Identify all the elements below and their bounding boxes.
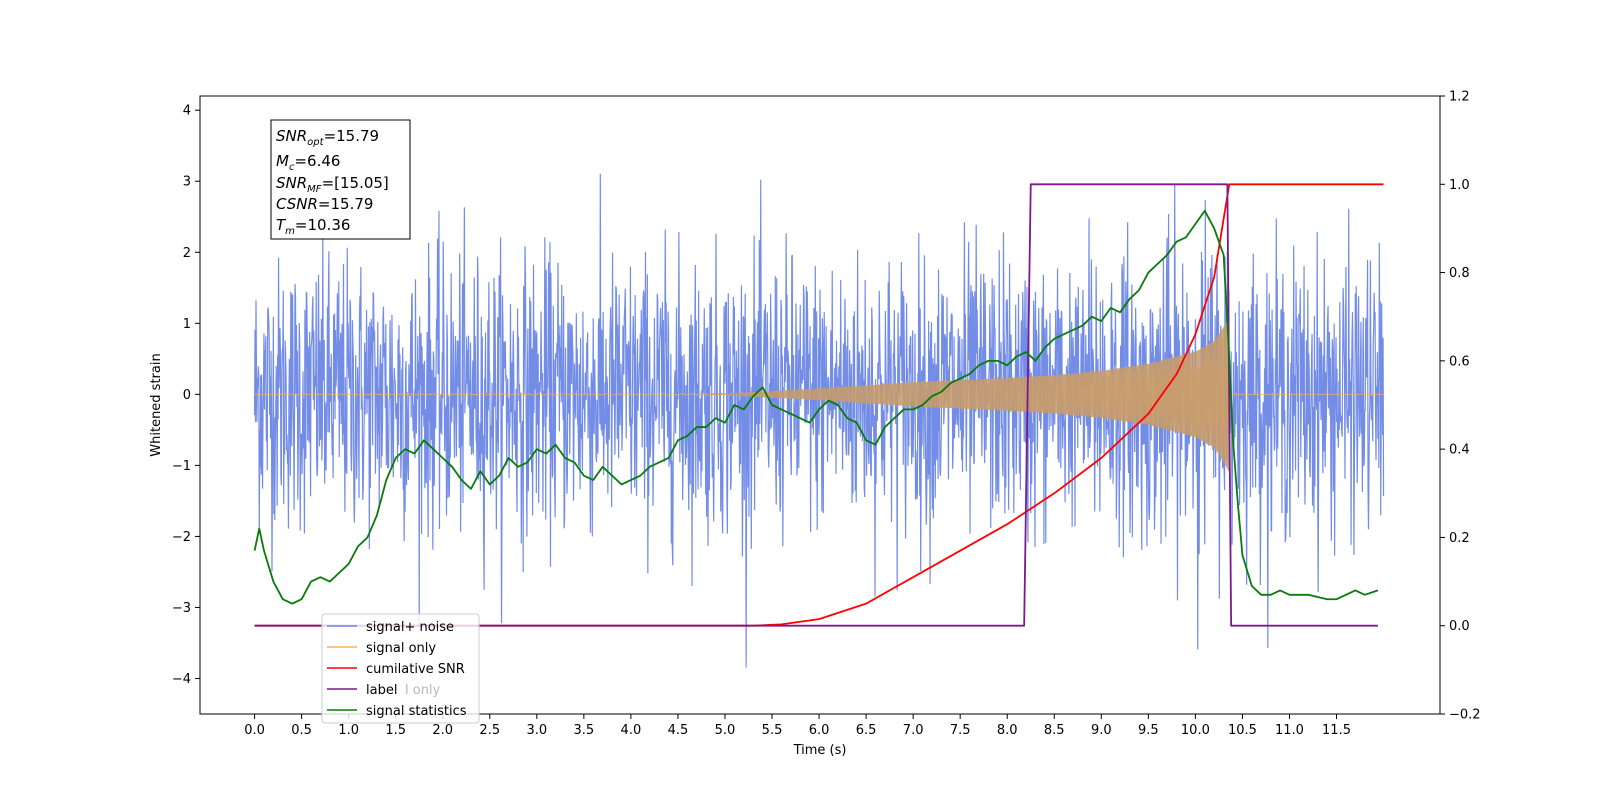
x-tick-label: 6.0 (809, 723, 830, 738)
left-y-tick-label: 3 (183, 175, 191, 190)
series-cumulative-snr-line (254, 183, 1384, 627)
legend-label-cumulative-snr: cumilative SNR (366, 662, 465, 677)
x-axis-label: Time (s) (793, 743, 847, 758)
info-line-mc-main: M (276, 152, 289, 170)
x-tick-label: 0.0 (244, 723, 265, 738)
series-signal-noise-line (253, 173, 1385, 668)
x-tick-label: 8.0 (997, 723, 1018, 738)
right-y-tick-label: 0.8 (1449, 266, 1470, 281)
right-y-tick-label: 1.0 (1449, 178, 1470, 193)
x-tick-label: 11.0 (1275, 723, 1304, 738)
x-tick-label: 8.5 (1044, 723, 1065, 738)
info-line-snr-mf: SNRMF=[15.05] (276, 174, 389, 195)
right-y-tick-label: −0.2 (1449, 708, 1481, 723)
x-tick-label: 1.0 (338, 723, 359, 738)
x-tick-label: 2.0 (432, 723, 453, 738)
x-tick-label: 11.5 (1322, 723, 1351, 738)
info-box-frame (270, 119, 411, 240)
right-y-tick-label: 0.0 (1449, 619, 1470, 634)
left-y-tick-label: −2 (172, 530, 191, 545)
info-line-mc-sub: c (289, 162, 295, 173)
left-y-tick-label: 1 (183, 317, 191, 332)
x-tick-label: 9.5 (1138, 723, 1159, 738)
right-y-tick-label: 0.4 (1449, 443, 1470, 458)
plot-frame (199, 95, 1441, 715)
x-tick-label: 7.5 (950, 723, 971, 738)
x-tick-label: 1.5 (385, 723, 406, 738)
legend-frame (321, 613, 480, 724)
x-tick-label: 10.0 (1181, 723, 1210, 738)
info-line-csnr-main: CSNR (276, 195, 318, 213)
left-y-tick-label: −3 (172, 601, 191, 616)
x-tick-label: 4.0 (621, 723, 642, 738)
info-line-snr-opt-sub: opt (307, 137, 324, 148)
right-y-axis: −0.2 0.0 0.2 0.4 0.6 0.8 1.0 1.2 (1440, 90, 1481, 723)
left-y-tick-label: −1 (172, 459, 191, 474)
info-line-tm-value: =10.36 (295, 216, 351, 234)
info-line-tm-main: T (276, 216, 287, 234)
info-line-snr-opt-main: SNR (276, 127, 307, 145)
info-line-snr-mf-value: =[15.05] (322, 174, 389, 192)
legend-overlap-ghost-text: l only (405, 683, 441, 698)
info-line-mc-value: =6.46 (294, 152, 340, 170)
legend-label-label: label (366, 683, 397, 698)
info-line-snr-opt: SNRopt=15.79 (276, 127, 379, 148)
legend-label-signal-noise: signal+ noise (366, 620, 454, 635)
info-box: SNRopt=15.79 Mc=6.46 SNRMF=[15.05] CSNR=… (270, 119, 411, 240)
x-tick-label: 2.5 (479, 723, 500, 738)
x-tick-label: 10.5 (1228, 723, 1257, 738)
legend: signal+ noise signal only cumilative SNR… (321, 613, 480, 724)
info-line-snr-opt-value: =15.79 (324, 127, 380, 145)
legend-label-signal-only: signal only (366, 641, 436, 656)
left-y-tick-label: 2 (183, 246, 191, 261)
x-tick-label: 3.0 (526, 723, 547, 738)
right-y-tick-label: 0.2 (1449, 531, 1470, 546)
info-line-snr-mf-sub: MF (307, 184, 322, 195)
info-line-csnr: CSNR=15.79 (276, 195, 373, 213)
series-signal-statistics-line (253, 209, 1379, 605)
x-tick-label: 5.5 (762, 723, 783, 738)
left-y-tick-label: 4 (183, 104, 191, 119)
right-y-tick-label: 0.6 (1449, 354, 1470, 369)
left-y-tick-label: −4 (172, 672, 191, 687)
x-tick-label: 5.0 (715, 723, 736, 738)
legend-label-signal-statistics: signal statistics (366, 704, 467, 719)
info-line-tm-sub: m (285, 226, 295, 237)
left-y-axis: −4 −3 −2 −1 0 1 2 3 4 (172, 104, 200, 687)
info-line-csnr-value: =15.79 (318, 195, 374, 213)
info-line-snr-mf-main: SNR (276, 174, 307, 192)
x-tick-label: 6.5 (856, 723, 877, 738)
info-line-mc: Mc=6.46 (276, 152, 340, 173)
x-tick-label: 9.0 (1091, 723, 1112, 738)
x-tick-label: 3.5 (574, 723, 595, 738)
plot-area (253, 173, 1385, 668)
right-y-tick-label: 1.2 (1449, 90, 1470, 105)
x-tick-label: 7.0 (903, 723, 924, 738)
x-axis: 0.0 0.5 1.0 1.5 2.0 2.5 3.0 3.5 4.0 4.5 5.0 5.5 6.0 6… (244, 714, 1351, 738)
info-line-tm: Tm=10.36 (276, 216, 350, 237)
left-y-tick-label: 0 (183, 388, 191, 403)
y-axis-label: Whitened strain (149, 353, 164, 456)
x-tick-label: 4.5 (668, 723, 689, 738)
series-label-line (254, 183, 1378, 627)
x-tick-label: 0.5 (291, 723, 312, 738)
series-signal-only-envelope (706, 316, 1230, 473)
